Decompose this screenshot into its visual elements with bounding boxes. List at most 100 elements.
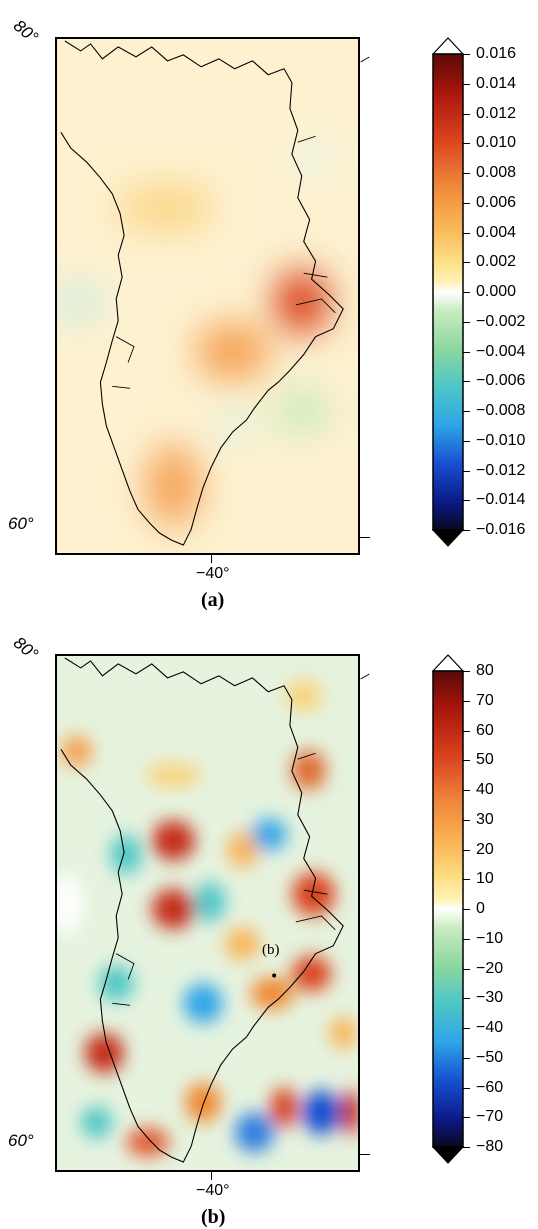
anomaly-south <box>145 443 202 528</box>
colorbar-tick-label: 10 <box>476 870 494 888</box>
blob <box>183 983 223 1024</box>
lat-label-80: 80° <box>9 16 42 48</box>
anomaly-northeast-low <box>295 138 336 178</box>
colorbar-tick <box>463 440 470 442</box>
colorbar-labels-b: 80 70 60 50 40 30 20 10 0 −10 −20 −30 −40 −50 −60 −70 −8… <box>476 661 538 1157</box>
anomaly-north-central <box>116 182 215 233</box>
lon-label: −40° <box>196 1182 230 1199</box>
map-frame-b <box>55 654 360 1172</box>
colorbar-tick <box>463 730 470 732</box>
colorbar-tick-label: 0 <box>476 900 485 917</box>
colorbar-max-cap <box>431 654 465 672</box>
colorbar-tick-label: −0.012 <box>476 461 526 479</box>
map-tick <box>360 537 370 538</box>
panel-caption-a: (a) <box>201 589 225 611</box>
blob <box>151 820 196 861</box>
blob <box>290 750 327 790</box>
map-tick <box>211 1172 212 1180</box>
colorbar-tick-label: 70 <box>476 691 494 709</box>
colorbar-tick <box>463 500 470 502</box>
colorbar-min-cap <box>431 1146 465 1164</box>
map-panel-a: 80° 60° −40° (a) <box>0 0 538 611</box>
colorbar-a <box>431 37 465 547</box>
map-tick <box>360 56 370 63</box>
colorbar-tick <box>463 113 470 115</box>
blob <box>57 874 83 934</box>
point-label: (b) <box>262 942 280 958</box>
colorbar-tick-label: −0.016 <box>476 521 526 538</box>
colorbar-tick <box>463 909 470 910</box>
anomaly-west-low <box>57 280 105 324</box>
colorbar-tick-label: −20 <box>476 959 504 977</box>
blob <box>285 679 322 712</box>
blob <box>80 1106 113 1139</box>
colorbar-tick <box>463 470 470 472</box>
colorbar-tick <box>463 351 470 353</box>
blob <box>224 927 261 960</box>
colorbar-b <box>431 654 465 1164</box>
colorbar-tick-label: 0.010 <box>476 134 517 152</box>
colorbar-tick-label: −40 <box>476 1019 504 1036</box>
blob <box>226 831 259 868</box>
colorbar-tick <box>463 968 470 970</box>
blob <box>329 1017 358 1049</box>
colorbar-tick-label: −30 <box>476 989 504 1007</box>
colorbar-tick <box>463 998 470 1000</box>
blob <box>98 965 134 1002</box>
anomaly-south-low <box>212 408 257 444</box>
blob <box>251 818 287 851</box>
colorbar-tick-label: 0.004 <box>476 223 517 241</box>
colorbar-tick-label: −80 <box>476 1138 504 1155</box>
point-marker <box>272 973 277 978</box>
blob <box>234 1112 275 1153</box>
colorbar-tick <box>463 849 470 851</box>
blob <box>60 735 93 768</box>
blob <box>291 872 336 916</box>
colorbar-tick-label: 50 <box>476 751 494 769</box>
anomaly-central <box>195 321 271 382</box>
colorbar-tick-label: 0.012 <box>476 104 517 122</box>
map-tick <box>360 673 370 680</box>
colorbar-tick-label: −0.014 <box>476 491 526 509</box>
colorbar-tick <box>463 321 470 323</box>
colorbar-tick <box>463 671 470 672</box>
coastline-b <box>60 657 344 1163</box>
colorbar-tick <box>463 83 470 85</box>
colorbar-tick-label: 40 <box>476 781 494 798</box>
colorbar-tick-label: −60 <box>476 1078 504 1096</box>
coastline-b-fjords <box>112 752 336 1006</box>
colorbar-tick <box>463 173 470 174</box>
colorbar-max-cap <box>431 37 465 55</box>
colorbar-tick <box>463 938 470 940</box>
colorbar-tick <box>463 262 470 264</box>
colorbar-tick-label: 80 <box>476 662 494 679</box>
map-panel-b: 80° 60° <box>0 617 538 1228</box>
blob <box>194 882 226 922</box>
blob <box>270 1087 298 1128</box>
field-map-a <box>57 39 358 553</box>
anomaly-east-low <box>274 389 330 433</box>
colorbar-tick-label: −0.004 <box>476 342 526 360</box>
colorbar-tick <box>463 700 470 702</box>
colorbar-tick-label: 0.008 <box>476 164 517 181</box>
coastline-a-fjords <box>112 135 336 389</box>
blob <box>301 1090 342 1135</box>
colorbar-tick-label: 0.006 <box>476 193 517 211</box>
colorbar-tick-label: 60 <box>476 721 494 739</box>
colorbar-tick <box>463 1147 470 1148</box>
colorbar-tick-label: −50 <box>476 1048 504 1066</box>
lon-label: −40° <box>196 565 230 582</box>
map-tick <box>211 555 212 563</box>
blob <box>291 955 332 992</box>
colorbar-tick <box>463 790 470 791</box>
colorbar-tick-label: −0.010 <box>476 431 526 449</box>
blob <box>185 1082 221 1123</box>
colorbar-tick-label: 0.002 <box>476 253 517 271</box>
colorbar-tick <box>463 760 470 762</box>
colorbar-tick <box>463 879 470 881</box>
colorbar-tick <box>463 1057 470 1059</box>
colorbar-tick <box>463 232 470 234</box>
colorbar-tick-label: −0.008 <box>476 402 526 419</box>
colorbar-tick <box>463 1117 470 1119</box>
colorbar-tick <box>463 411 470 412</box>
